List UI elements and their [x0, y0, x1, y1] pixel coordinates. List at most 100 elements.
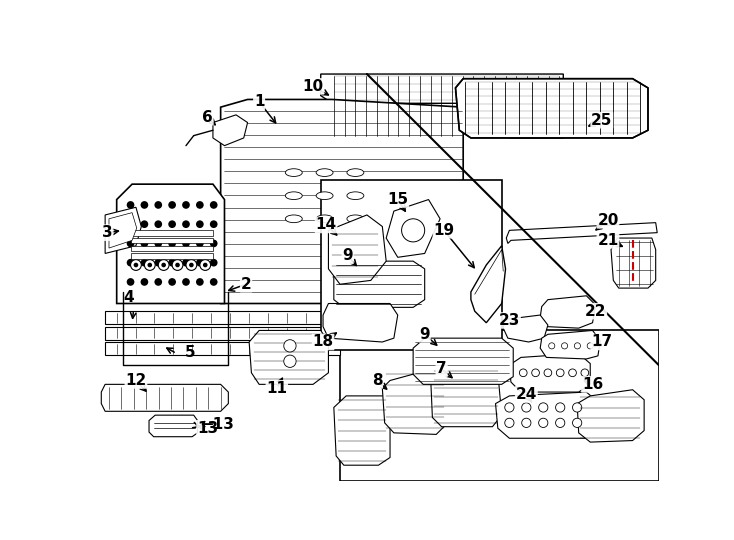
Circle shape [154, 201, 162, 209]
Text: 15: 15 [387, 192, 408, 207]
Polygon shape [495, 392, 598, 438]
Polygon shape [413, 338, 513, 384]
Circle shape [548, 343, 555, 349]
Circle shape [522, 403, 531, 412]
Bar [321, 180, 501, 350]
Polygon shape [105, 207, 142, 253]
Polygon shape [471, 246, 506, 323]
Circle shape [140, 278, 148, 286]
Polygon shape [328, 215, 386, 284]
Polygon shape [382, 369, 448, 434]
Polygon shape [334, 261, 425, 307]
Polygon shape [456, 79, 648, 138]
Circle shape [210, 259, 217, 267]
Circle shape [556, 403, 565, 412]
Circle shape [140, 240, 148, 247]
Polygon shape [504, 315, 548, 342]
Polygon shape [131, 231, 213, 236]
Circle shape [531, 369, 539, 377]
Circle shape [154, 220, 162, 228]
Polygon shape [101, 384, 228, 411]
Circle shape [562, 343, 567, 349]
Circle shape [573, 403, 582, 412]
Polygon shape [431, 365, 501, 427]
Circle shape [556, 369, 564, 377]
Ellipse shape [316, 168, 333, 177]
Circle shape [168, 259, 176, 267]
Text: 24: 24 [516, 387, 537, 402]
Circle shape [154, 278, 162, 286]
Circle shape [161, 262, 166, 267]
Text: 1: 1 [254, 94, 264, 109]
Polygon shape [540, 330, 600, 359]
Circle shape [127, 201, 134, 209]
Text: 23: 23 [498, 313, 520, 328]
Circle shape [196, 220, 204, 228]
Circle shape [581, 369, 589, 377]
Circle shape [182, 240, 190, 247]
Circle shape [172, 260, 183, 271]
Text: 12: 12 [126, 373, 147, 388]
Polygon shape [321, 74, 563, 138]
Ellipse shape [286, 215, 302, 222]
Ellipse shape [286, 192, 302, 200]
Text: 9: 9 [342, 248, 353, 264]
Polygon shape [131, 253, 213, 259]
Circle shape [196, 278, 204, 286]
Circle shape [210, 278, 217, 286]
Circle shape [539, 418, 548, 428]
Text: 13: 13 [197, 421, 218, 436]
Circle shape [127, 220, 134, 228]
Text: 9: 9 [419, 327, 430, 342]
Text: 21: 21 [597, 233, 619, 248]
Ellipse shape [347, 215, 364, 222]
Circle shape [168, 201, 176, 209]
Text: 3: 3 [102, 225, 113, 240]
Polygon shape [323, 303, 398, 342]
Text: ←13: ←13 [200, 417, 233, 432]
Circle shape [203, 262, 208, 267]
Polygon shape [221, 99, 463, 303]
Circle shape [182, 201, 190, 209]
Circle shape [196, 201, 204, 209]
Ellipse shape [316, 215, 333, 222]
Circle shape [154, 240, 162, 247]
Polygon shape [117, 184, 225, 303]
Ellipse shape [316, 192, 333, 200]
Circle shape [140, 259, 148, 267]
Polygon shape [213, 115, 247, 146]
Text: 5: 5 [184, 346, 195, 360]
Circle shape [539, 403, 548, 412]
Polygon shape [131, 246, 213, 251]
Polygon shape [340, 330, 659, 481]
Circle shape [140, 201, 148, 209]
Polygon shape [334, 396, 390, 465]
Circle shape [522, 418, 531, 428]
Polygon shape [540, 296, 595, 328]
Text: 19: 19 [433, 223, 454, 238]
Circle shape [182, 220, 190, 228]
Polygon shape [506, 222, 657, 244]
Circle shape [587, 343, 593, 349]
Ellipse shape [347, 168, 364, 177]
Circle shape [284, 340, 296, 352]
Circle shape [175, 262, 180, 267]
Circle shape [556, 418, 565, 428]
Circle shape [505, 403, 514, 412]
Circle shape [573, 418, 582, 428]
Circle shape [168, 278, 176, 286]
Polygon shape [249, 330, 328, 384]
Text: 25: 25 [591, 113, 612, 128]
Text: 16: 16 [582, 377, 603, 392]
Text: 10: 10 [302, 79, 324, 94]
Text: 17: 17 [591, 334, 612, 349]
Circle shape [569, 369, 576, 377]
Polygon shape [577, 390, 644, 442]
Circle shape [505, 418, 514, 428]
Text: 4: 4 [123, 290, 134, 305]
Polygon shape [105, 311, 340, 325]
Ellipse shape [347, 192, 364, 200]
Polygon shape [386, 200, 440, 257]
Circle shape [127, 278, 134, 286]
Circle shape [168, 240, 176, 247]
